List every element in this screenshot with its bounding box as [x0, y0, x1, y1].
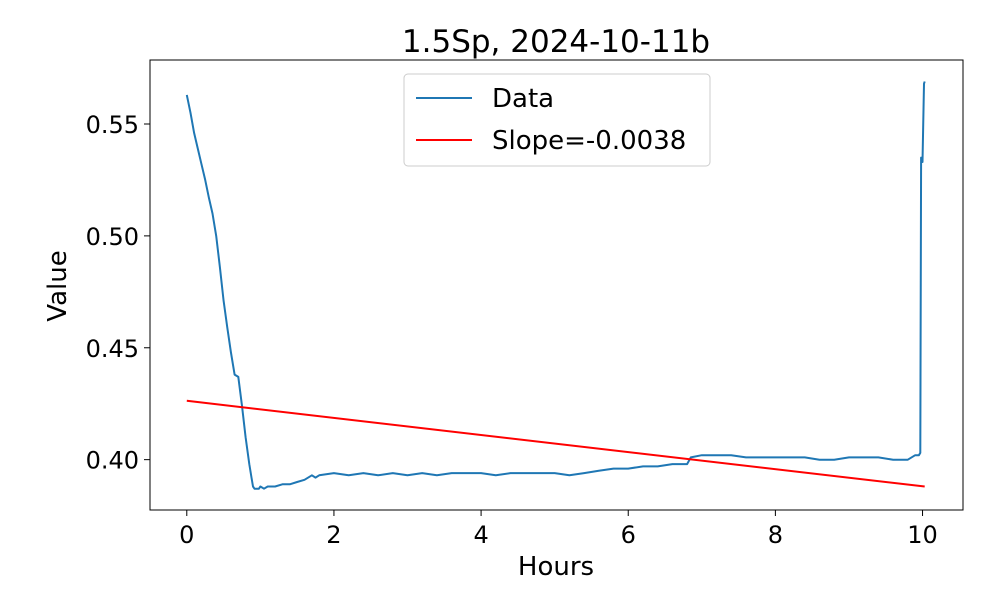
plot-area	[185, 81, 926, 490]
y-tick-label: 0.50	[86, 223, 139, 251]
y-axis-label: Value	[43, 250, 73, 321]
y-tick-label: 0.40	[86, 447, 139, 475]
x-tick-label: 8	[768, 521, 783, 549]
y-tick-label: 0.45	[86, 335, 139, 363]
chart-title: 1.5Sp, 2024-10-11b	[402, 24, 710, 60]
x-tick-label: 4	[473, 521, 488, 549]
x-axis: 0 2 4 6 8 10	[179, 510, 938, 549]
legend-label: Data	[492, 84, 554, 114]
legend-label: Slope=-0.0038	[492, 126, 686, 156]
x-tick-label: 0	[179, 521, 194, 549]
series-line-slope	[186, 399, 925, 488]
y-tick-label: 0.55	[86, 111, 139, 139]
x-axis-label: Hours	[518, 552, 594, 582]
legend: Data Slope=-0.0038	[403, 73, 711, 167]
legend-box	[403, 73, 711, 167]
x-tick-label: 6	[621, 521, 636, 549]
plot-frame	[149, 59, 964, 511]
x-tick-label: 10	[907, 521, 938, 549]
x-tick-label: 2	[326, 521, 341, 549]
series-line-data	[185, 81, 926, 490]
y-axis: 0.40 0.45 0.50 0.55	[86, 111, 150, 475]
